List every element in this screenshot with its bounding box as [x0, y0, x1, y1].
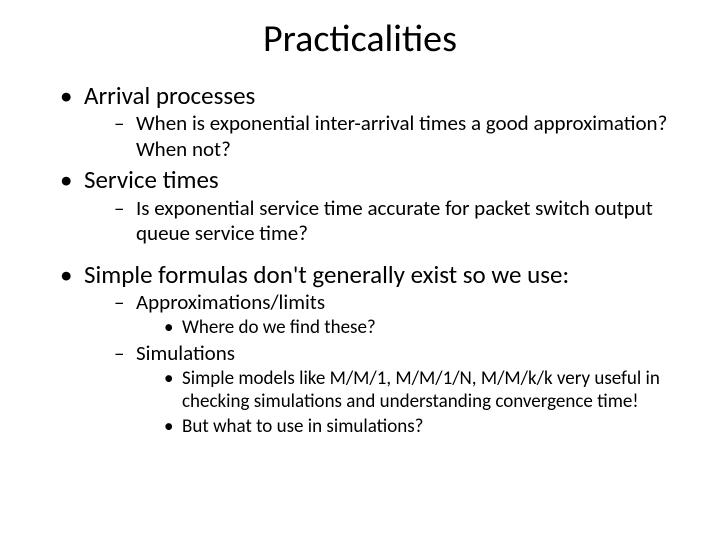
- bullet-text: Simulations: [136, 340, 235, 366]
- bullet-what-use: But what to use in simulations?: [164, 415, 690, 438]
- bullet-text: Service times: [84, 164, 219, 195]
- bullet-list: Simple formulas don't generally exist so…: [30, 259, 690, 438]
- bullet-text: Approximations/limits: [136, 289, 325, 315]
- bullet-arrival-processes: Arrival processes When is exponential in…: [60, 80, 690, 162]
- slide: Practicalities Arrival processes When is…: [0, 0, 720, 540]
- sub-list: Approximations/limits Where do we find t…: [84, 290, 690, 438]
- bullet-text: Simple formulas don't generally exist so…: [84, 259, 569, 290]
- bullet-text: Simple models like M/M/1, M/M/1/N, M/M/k…: [182, 367, 660, 413]
- bullet-exponential-service: Is exponential service time accurate for…: [114, 196, 690, 247]
- bullet-exponential-arrival: When is exponential inter-arrival times …: [114, 111, 690, 162]
- sub-sub-list: Where do we find these?: [136, 316, 690, 339]
- bullet-text: Where do we find these?: [182, 316, 376, 339]
- bullet-text: Is exponential service time accurate for…: [136, 195, 653, 247]
- bullet-where-find: Where do we find these?: [164, 316, 690, 339]
- spacer: [30, 249, 690, 259]
- bullet-list: Arrival processes When is exponential in…: [30, 80, 690, 247]
- bullet-text: But what to use in simulations?: [182, 415, 423, 438]
- sub-list: When is exponential inter-arrival times …: [84, 111, 690, 162]
- sub-list: Is exponential service time accurate for…: [84, 196, 690, 247]
- slide-title: Practicalities: [30, 16, 690, 62]
- bullet-simple-models: Simple models like M/M/1, M/M/1/N, M/M/k…: [164, 367, 690, 413]
- bullet-text: Arrival processes: [84, 80, 255, 111]
- bullet-service-times: Service times Is exponential service tim…: [60, 164, 690, 246]
- bullet-approximations: Approximations/limits Where do we find t…: [114, 290, 690, 339]
- bullet-text: When is exponential inter-arrival times …: [136, 110, 667, 162]
- bullet-simple-formulas: Simple formulas don't generally exist so…: [60, 259, 690, 438]
- sub-sub-list: Simple models like M/M/1, M/M/1/N, M/M/k…: [136, 367, 690, 439]
- bullet-simulations: Simulations Simple models like M/M/1, M/…: [114, 341, 690, 438]
